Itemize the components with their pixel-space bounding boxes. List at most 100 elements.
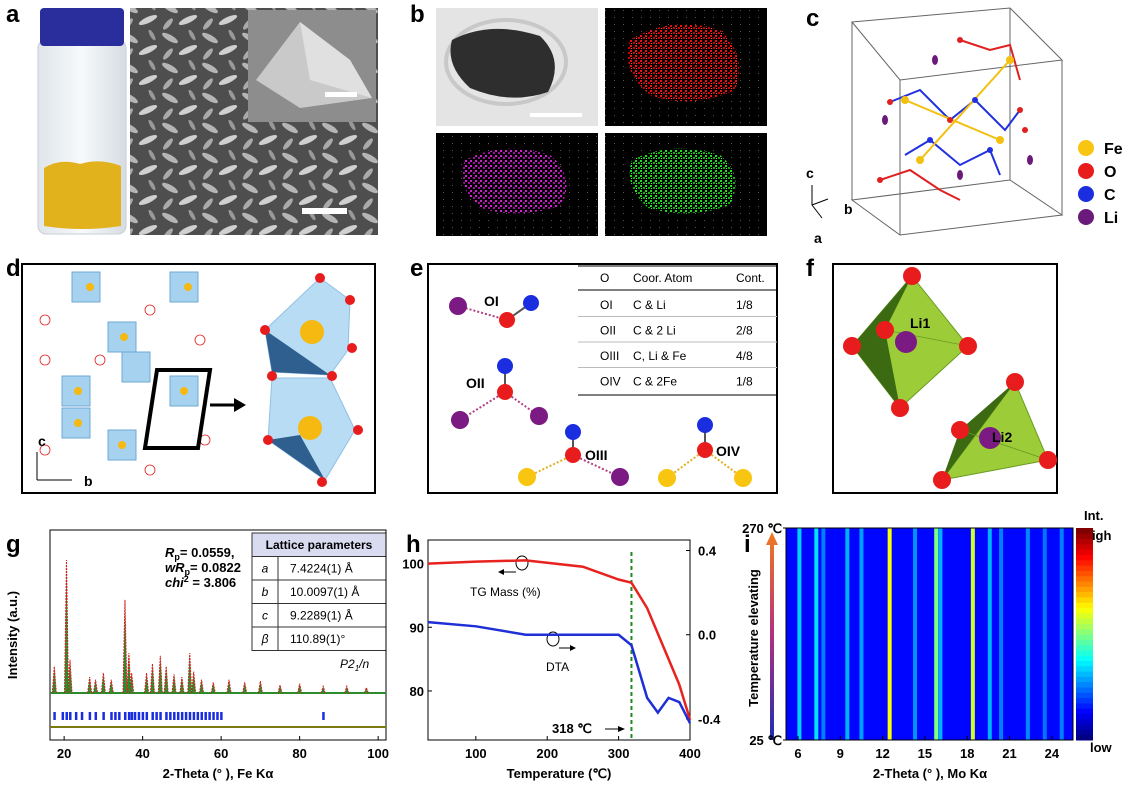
peak xyxy=(163,666,169,694)
x-tick-label: 60 xyxy=(214,746,228,761)
o-atom xyxy=(317,477,327,487)
colorbar-cell xyxy=(1076,554,1093,561)
bragg-tick xyxy=(196,712,200,720)
panel-i-texts: 2-Theta (° ), Mo Kα Temperature elevatin… xyxy=(746,508,1113,781)
cell-edge xyxy=(850,179,1064,236)
peak xyxy=(297,683,303,694)
bragg-tick xyxy=(137,712,141,720)
series-line xyxy=(427,620,692,724)
panel-d: c b xyxy=(21,263,376,494)
colorbar-cell xyxy=(1076,655,1093,661)
axis-label: c xyxy=(806,165,814,181)
panel-h-texts: Temperature (℃) TG Mass (%) DTA 318 ℃ xyxy=(470,555,625,781)
stat: Rp= 0.0559, xyxy=(165,545,234,562)
legend-swatch xyxy=(1078,209,1094,225)
colorbar-cell xyxy=(1076,586,1093,593)
stat-value: = 0.0559, xyxy=(180,545,235,560)
stat-value: = 3.806 xyxy=(189,575,236,590)
axis-label: b xyxy=(84,473,93,489)
li-atom xyxy=(451,411,469,429)
bragg-tick xyxy=(322,712,325,720)
panel-c: c b a Fe O C Li xyxy=(806,7,1123,246)
legend-swatch xyxy=(1078,140,1094,156)
table-cell: OI xyxy=(600,298,613,312)
atom xyxy=(1006,56,1014,64)
colorbar-cell xyxy=(1076,570,1093,577)
fe-site xyxy=(74,387,82,395)
legend-label: Fe xyxy=(1104,141,1123,158)
x-tick-label: 40 xyxy=(135,746,149,761)
bragg-tick xyxy=(133,712,137,720)
atom xyxy=(877,177,883,183)
x-tick-label: 15 xyxy=(918,746,932,761)
legend-label: C xyxy=(1104,187,1116,204)
y-tick-label: 25 ℃ xyxy=(749,733,782,748)
panel-f: Li1 Li2 xyxy=(832,263,1058,494)
series-label: TG Mass (%) xyxy=(470,585,541,599)
panel-b xyxy=(436,8,767,236)
scale-bar xyxy=(302,208,347,214)
bond xyxy=(884,329,969,347)
bragg-tick xyxy=(123,712,127,720)
legend-label: Li xyxy=(1104,210,1118,227)
site-label: Li2 xyxy=(992,429,1012,445)
peak xyxy=(344,684,350,694)
bragg-tick xyxy=(155,712,158,720)
space-group: P21/n xyxy=(340,657,369,673)
colorbar-cell xyxy=(1076,628,1093,635)
bragg-tick xyxy=(65,712,68,720)
selection xyxy=(142,368,213,450)
axis-arrow xyxy=(811,204,823,219)
table-cell: C & 2 Li xyxy=(633,324,676,338)
scale-bar xyxy=(325,92,357,97)
series-label: DTA xyxy=(546,660,569,674)
bond xyxy=(959,39,1021,81)
site-label: Li1 xyxy=(910,315,930,331)
table-cell: 7.4224(1) Å xyxy=(290,561,353,576)
diffraction-line xyxy=(1059,528,1064,740)
map-fe-region xyxy=(627,24,740,102)
panel-labels: a b c d e f g h i xyxy=(6,1,819,558)
x-tick-label: 300 xyxy=(608,746,630,761)
o-atom xyxy=(260,325,270,335)
o-atom xyxy=(697,442,713,458)
coordination-table: O Coor. Atom Cont. OI C & Li 1/8 OII C & 2 Li 2/… xyxy=(578,265,777,396)
atom xyxy=(887,99,893,105)
ring xyxy=(39,444,51,456)
map-o-region xyxy=(462,148,567,214)
diffraction-line xyxy=(814,528,819,740)
c-atom xyxy=(697,417,713,433)
panel-label: i xyxy=(744,531,751,558)
o-atom xyxy=(903,267,921,285)
stat: wRp= 0.0822 xyxy=(165,560,241,577)
oxygen-label: OI xyxy=(484,293,499,309)
y-tick-label: 90 xyxy=(410,620,424,635)
legend-swatch xyxy=(1078,186,1094,202)
stat-symbol: R xyxy=(165,545,175,560)
bond xyxy=(889,88,1021,132)
table-cell: C, Li & Fe xyxy=(633,349,687,363)
peak xyxy=(242,682,248,694)
x-axis-label: 2-Theta (° ), Fe Kα xyxy=(163,766,274,781)
axis-label: a xyxy=(814,230,822,246)
y2-tick-label: 0.0 xyxy=(698,628,716,643)
x-tick-label: 20 xyxy=(57,746,71,761)
axis-label: b xyxy=(844,201,853,217)
bond xyxy=(879,168,961,201)
fe-atom xyxy=(734,469,752,487)
peak xyxy=(187,653,193,694)
polyhedron-face xyxy=(265,330,330,375)
peak xyxy=(171,674,177,694)
colorbar-cell xyxy=(1076,697,1093,704)
y-tick-label: 80 xyxy=(410,684,424,699)
fe-site xyxy=(86,283,94,291)
peak xyxy=(63,559,69,694)
colorbar-label: low xyxy=(1090,740,1113,755)
colorbar-cell xyxy=(1076,634,1093,640)
panel-g-texts: Intensity (a.u.) 2-Theta (° ), Fe Kα Rp=… xyxy=(5,532,387,781)
colorbar-cell xyxy=(1076,528,1093,534)
colorbar-cell xyxy=(1076,681,1093,688)
axis-label: c xyxy=(38,433,46,449)
colorbar-cell xyxy=(1076,612,1093,619)
diffraction-line xyxy=(887,528,892,740)
